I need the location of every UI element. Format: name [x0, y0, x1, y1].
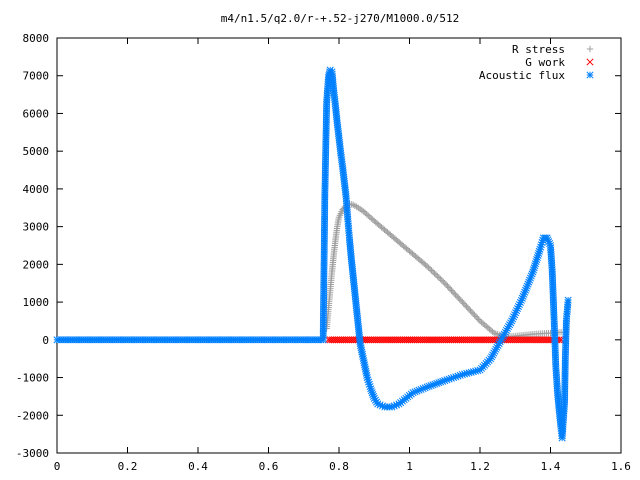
y-tick-label: 4000 — [23, 183, 50, 196]
data-point — [448, 287, 455, 294]
data-point — [442, 281, 450, 288]
legend-marker — [586, 71, 594, 79]
x-tick-label: 1 — [406, 460, 413, 473]
legend-label: Acoustic flux — [479, 69, 565, 82]
data-point — [487, 327, 495, 334]
data-point — [564, 296, 572, 304]
data-point — [360, 208, 367, 215]
data-point — [444, 282, 451, 290]
legend-symbol — [586, 71, 594, 79]
data-point — [453, 293, 461, 300]
data-point — [438, 277, 446, 284]
data-point — [478, 319, 485, 326]
data-point — [470, 310, 477, 317]
data-point — [468, 309, 476, 316]
data-point — [452, 291, 459, 299]
x-tick-label: 0.4 — [188, 460, 208, 473]
data-point — [455, 294, 462, 301]
data-point — [429, 268, 437, 276]
x-tick-label: 0.8 — [329, 460, 349, 473]
data-point — [459, 298, 466, 306]
data-point — [456, 295, 463, 303]
legend-label: R stress — [512, 43, 565, 56]
y-tick-label: 2000 — [23, 258, 50, 271]
y-tick-label: 7000 — [23, 70, 50, 83]
x-tick-label: 1.6 — [611, 460, 631, 473]
data-point — [426, 265, 434, 273]
legend-symbol — [586, 58, 594, 66]
axes: 0 0.2 0.4 0.6 0.8 1 1.2 1.4 1.6 -3000 -2000 -1000 0 1… — [16, 32, 631, 473]
x-tick-label: 0 — [54, 460, 61, 473]
x-tick-label: 1.2 — [470, 460, 490, 473]
data-point — [422, 261, 429, 269]
data-point — [435, 274, 443, 281]
data-point — [368, 215, 375, 222]
data-point — [486, 325, 493, 333]
data-point — [465, 306, 473, 313]
data-point — [428, 267, 435, 274]
data-point — [475, 316, 482, 323]
data-point — [445, 284, 453, 291]
x-tick-label: 0.2 — [118, 460, 138, 473]
data-point — [474, 314, 481, 322]
x-tick-label: 0.6 — [259, 460, 279, 473]
data-point — [463, 303, 470, 310]
data-point — [425, 264, 432, 271]
data-point — [461, 301, 469, 309]
data-point — [467, 307, 474, 314]
data-point — [481, 321, 488, 329]
data-point — [440, 278, 447, 286]
data-point — [363, 211, 370, 218]
plot-frame — [56, 37, 622, 454]
legend-marker — [586, 58, 594, 66]
legend-label: G work — [525, 56, 565, 69]
data-point — [365, 212, 372, 219]
data-point — [423, 263, 431, 270]
series-acoustic-flux — [53, 66, 572, 442]
data-point — [464, 304, 471, 312]
data-marks — [53, 66, 572, 442]
y-tick-label: 6000 — [23, 107, 50, 120]
data-point — [441, 280, 448, 287]
y-tick-label: 1000 — [23, 296, 50, 309]
data-point — [361, 209, 369, 217]
data-point — [483, 323, 490, 330]
x-tick-label: 1.4 — [541, 460, 561, 473]
data-point — [434, 272, 441, 280]
data-point — [432, 271, 440, 278]
data-point — [484, 324, 492, 331]
y-tick-label: -3000 — [16, 447, 49, 460]
y-tick-label: 3000 — [23, 221, 50, 234]
data-point — [489, 328, 496, 335]
data-point — [437, 275, 444, 283]
data-point — [479, 320, 487, 327]
data-point — [471, 311, 478, 319]
legend-symbol — [586, 45, 594, 53]
series-r-stress — [323, 200, 565, 340]
data-point — [366, 213, 373, 221]
data-point — [460, 300, 467, 307]
data-point — [431, 270, 438, 277]
legend-marker — [586, 45, 594, 53]
y-tick-label: -2000 — [16, 409, 49, 422]
data-point — [476, 317, 484, 325]
data-point — [449, 288, 457, 296]
data-point — [457, 297, 465, 304]
data-point — [446, 285, 454, 293]
y-tick-label: -1000 — [16, 372, 49, 385]
y-tick-label: 0 — [42, 334, 49, 347]
y-tick-label: 8000 — [23, 32, 50, 45]
y-tick-label: 5000 — [23, 145, 50, 158]
data-point — [472, 313, 480, 320]
chart-title: m4/n1.5/q2.0/r-+.52-j270/M1000.0/512 — [221, 12, 459, 25]
data-point — [451, 290, 458, 297]
